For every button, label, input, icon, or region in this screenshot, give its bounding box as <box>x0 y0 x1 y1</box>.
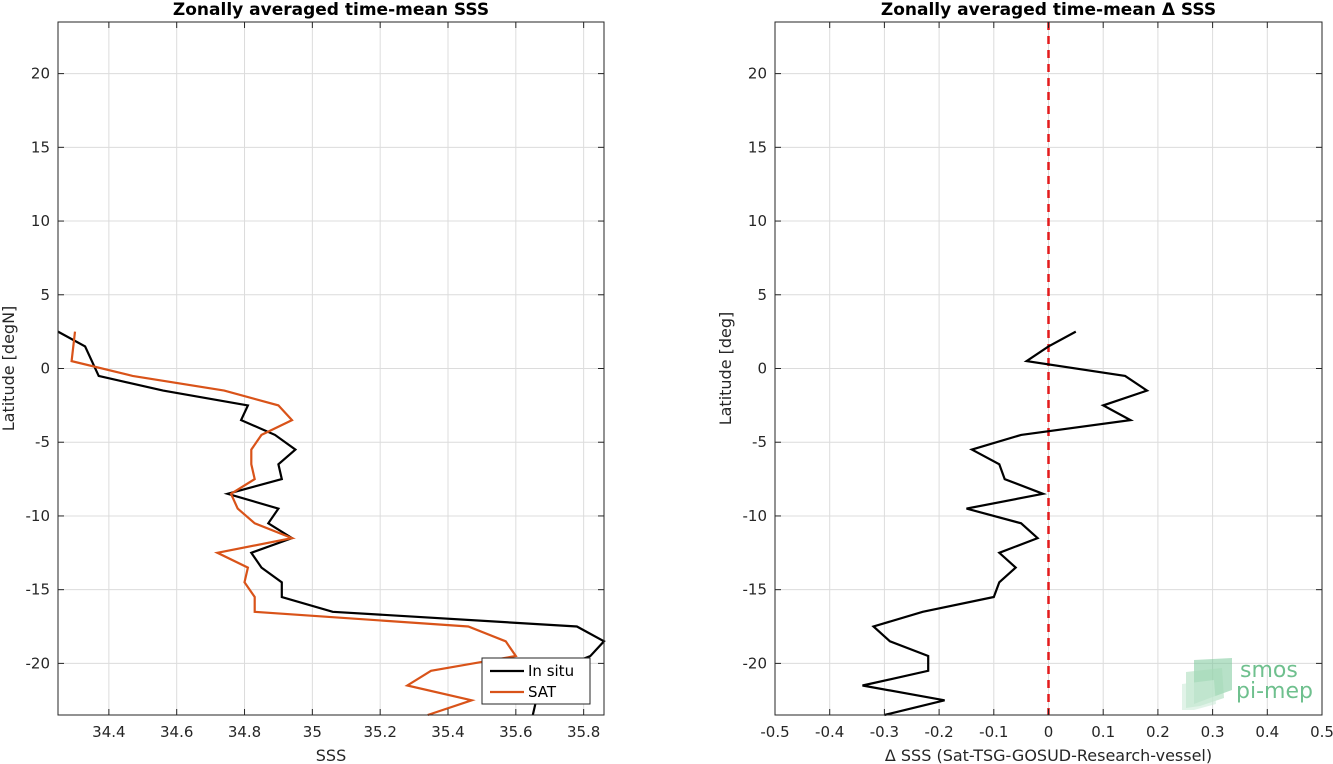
delta-x-ticks: -0.5 -0.4 -0.3 -0.2 -0.1 0 0.1 0.2 0.3 0.4 0.5 <box>760 22 1333 741</box>
delta-x-tick-label: -0.2 <box>924 723 953 741</box>
sss-panel: 34.4 34.6 34.8 35 35.2 35.4 35.6 35.8 -20 -15 -10… <box>0 0 606 764</box>
sss-y-axis-label: Latitude [degN] <box>0 306 18 432</box>
delta-y-tick-label: 0 <box>757 360 767 378</box>
logo-text-pi-mep: pi-mep <box>1236 679 1313 704</box>
sss-y-tick-label: 15 <box>31 138 50 156</box>
legend-box <box>481 657 591 705</box>
sss-y-tick-label: -5 <box>35 433 50 451</box>
delta-line-series-0 <box>862 330 1150 717</box>
sss-line-sat <box>70 331 518 717</box>
sss-x-tick-label: 34.4 <box>92 723 125 741</box>
sss-y-tick-label: -10 <box>26 507 51 525</box>
sss-y-ticks: -20 -15 -10 -5 0 5 10 15 20 <box>26 65 604 672</box>
sss-series <box>57 330 606 717</box>
delta-x-tick-label: 0.4 <box>1255 723 1279 741</box>
sss-x-tick-label: 35.2 <box>363 723 396 741</box>
delta-y-axis-label: Latitude [deg] <box>716 312 735 426</box>
logo-text-smos: smos <box>1240 658 1298 683</box>
delta-x-tick-label: -0.1 <box>979 723 1008 741</box>
legend-label-in-situ: In situ <box>528 662 574 680</box>
sss-x-tick-label: 35.6 <box>499 723 532 741</box>
sss-x-tick-label: 35.4 <box>431 723 464 741</box>
sss-y-tick-label: 20 <box>31 65 50 83</box>
logo-wave-mark-3 <box>1182 680 1216 710</box>
delta-y-tick-label: -10 <box>743 507 768 525</box>
delta-y-tick-label: -20 <box>743 654 768 672</box>
delta-y-tick-label: 15 <box>748 138 767 156</box>
delta-series <box>862 330 1150 717</box>
delta-y-tick-label: 5 <box>757 286 767 304</box>
sss-y-tick-label: -20 <box>26 654 51 672</box>
delta-x-tick-label: -0.4 <box>815 723 844 741</box>
delta-x-tick-label: -0.5 <box>760 723 789 741</box>
sss-y-tick-label: -15 <box>26 581 51 599</box>
delta-chart-title: Zonally averaged time-mean Δ SSS <box>881 0 1216 20</box>
sss-x-tick-label: 34.6 <box>160 723 193 741</box>
sss-x-tick-label: 35.8 <box>567 723 600 741</box>
legend-label-sat: SAT <box>528 683 557 701</box>
delta-x-tick-label: 0.3 <box>1201 723 1225 741</box>
delta-x-tick-label: 0.2 <box>1146 723 1170 741</box>
sss-x-tick-label: 35 <box>303 723 322 741</box>
delta-y-tick-label: 10 <box>748 212 767 230</box>
delta-x-tick-label: -0.3 <box>870 723 899 741</box>
sss-y-tick-label: 5 <box>40 286 50 304</box>
sss-y-tick-label: 10 <box>31 212 50 230</box>
delta-x-tick-label: 0 <box>1044 723 1054 741</box>
legend: In situ SAT <box>481 657 591 705</box>
sss-x-tick-label: 34.8 <box>228 723 261 741</box>
delta-y-tick-label: -5 <box>752 433 767 451</box>
sss-x-axis-label: SSS <box>316 746 346 764</box>
sss-grid <box>58 22 604 715</box>
sss-line-in-situ <box>57 330 606 716</box>
delta-x-tick-label: 0.5 <box>1310 723 1333 741</box>
sss-x-ticks: 34.4 34.6 34.8 35 35.2 35.4 35.6 35.8 <box>92 22 600 741</box>
delta-x-axis-label: Δ SSS (Sat-TSG-GOSUD-Research-vessel) <box>885 746 1212 764</box>
delta-y-ticks: -20 -15 -10 -5 0 5 10 15 20 <box>743 65 1322 672</box>
delta-y-tick-label: -15 <box>743 581 768 599</box>
delta-y-tick-label: 20 <box>748 65 767 83</box>
sss-chart-title: Zonally averaged time-mean SSS <box>173 0 489 20</box>
sss-y-tick-label: 0 <box>40 360 50 378</box>
delta-sss-panel: -0.5 -0.4 -0.3 -0.2 -0.1 0 0.1 0.2 0.3 0.4 0.5 -20… <box>716 0 1333 764</box>
delta-x-tick-label: 0.1 <box>1091 723 1115 741</box>
